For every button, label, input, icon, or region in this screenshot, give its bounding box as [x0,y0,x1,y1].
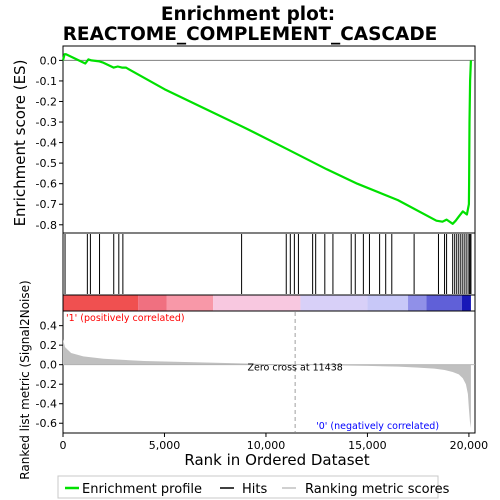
metric-tick-label: 0.4 [40,320,58,333]
heatbar-segment [367,295,408,311]
es-tick-label: 0.0 [40,54,58,67]
heatbar-segment [426,295,462,311]
legend: Enrichment profile Hits Ranking metric sco… [58,476,450,498]
metric-axis-label: Ranked list metric (Signal2Noise) [18,280,32,479]
hits-frame [63,233,475,295]
metric-tick-label: 0.0 [40,359,58,372]
metric-tick-label: 0.2 [40,339,58,352]
heatbar-segment [138,295,166,311]
legend-entry-label: Hits [242,482,267,497]
legend-entry-label: Ranking metric scores [305,482,450,497]
x-tick-label: 20,000 [450,439,489,452]
x-tick-label: 5,000 [149,439,181,452]
es-tick-label: -0.5 [36,157,57,170]
es-tick-label: -0.2 [36,95,57,108]
positive-correlation-label: '1' (positively correlated) [66,313,185,324]
es-tick-label: -0.6 [36,178,57,191]
hits-panel [63,233,475,311]
x-axis-label: Rank in Ordered Dataset [184,451,369,469]
metric-panel: 0.4 0.2 0.0 -0.2 -0.4 -0.6 Zero cross at 11438… [36,311,489,452]
es-tick-label: -0.8 [36,219,57,232]
es-axis-label: Enrichment score (ES) [11,60,29,227]
es-tick-label: -0.1 [36,75,57,88]
negative-correlation-label: '0' (negatively correlated) [316,421,439,432]
heatbar-segment [408,295,426,311]
es-tick-label: -0.3 [36,116,57,129]
heatbar-segment [63,295,138,311]
metric-tick-label: -0.6 [36,417,57,430]
es-panel: 0.0 -0.1 -0.2 -0.3 -0.4 -0.5 -0.6 -0.7 -0.8 [36,46,475,233]
heatbar-segment [167,295,214,311]
chart-title-line2: REACTOME_COMPLEMENT_CASCADE [63,24,438,45]
heatbar-segment [213,295,300,311]
es-tick-label: -0.4 [36,137,57,150]
metric-tick-label: -0.2 [36,378,57,391]
x-tick-label: 0 [60,439,67,452]
legend-entry-label: Enrichment profile [82,482,202,497]
metric-tick-label: -0.4 [36,398,57,411]
chart-title-line1: Enrichment plot: [161,4,335,25]
heatbar-segment [300,295,367,311]
es-tick-label: -0.7 [36,198,57,211]
zero-cross-label: Zero cross at 11438 [247,363,342,374]
heatbar-segment [462,295,471,311]
